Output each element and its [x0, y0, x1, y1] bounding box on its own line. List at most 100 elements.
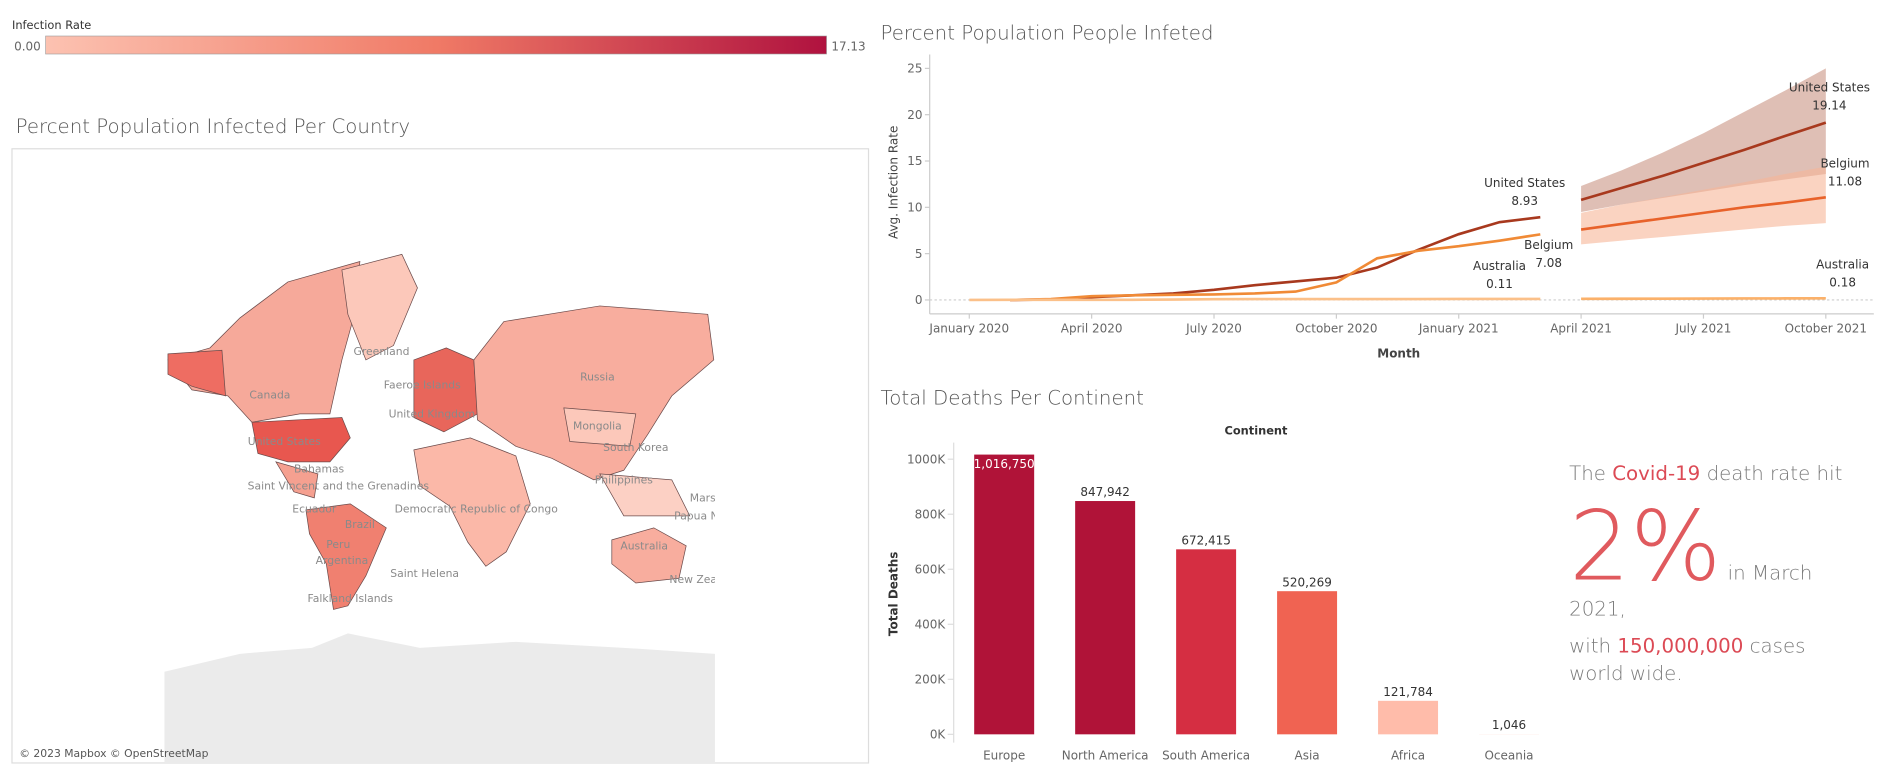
map-label: Papua New Guinea	[674, 509, 776, 522]
map-label: Australia	[620, 539, 668, 552]
callout: The Covid-19 death rate hit 2% in March …	[1569, 459, 1857, 687]
series-label: Belgium	[1820, 156, 1869, 170]
line	[1580, 196, 1826, 231]
y-tick-label: 0K	[930, 728, 947, 742]
y-tick-label: 200K	[915, 673, 947, 687]
data-label: 0.18	[1829, 275, 1856, 289]
y-tick-label: 600K	[915, 562, 947, 576]
map-label: Canada	[249, 388, 290, 401]
line	[1580, 121, 1827, 202]
x-tick-label: October 2020	[1295, 321, 1377, 335]
x-tick-label: April 2021	[1550, 321, 1612, 335]
x-tick-label: Asia	[1295, 748, 1320, 762]
big-number: 2%	[1569, 490, 1722, 603]
data-label: 520,269	[1282, 575, 1332, 589]
data-label: 1,016,750	[974, 457, 1035, 471]
forecast-band	[1581, 166, 1826, 245]
map-label: Marshall Islands	[690, 491, 777, 504]
forecast-band	[1581, 68, 1826, 212]
map-label: Bahamas	[294, 463, 345, 476]
data-label: 0.11	[1486, 277, 1513, 291]
y-axis-title: Avg. Infection Rate	[886, 126, 900, 239]
y-tick-label: 400K	[915, 617, 947, 631]
callout-text: The Covid-19 death rate hit 2% in March …	[1569, 459, 1857, 687]
y-tick-label: 800K	[915, 507, 947, 521]
series-label: United States	[1484, 176, 1565, 190]
legend-min: 0.00	[14, 39, 41, 53]
data-label: 19.14	[1812, 98, 1846, 112]
y-tick-label: 25	[907, 62, 922, 76]
legend-gradient	[45, 35, 827, 55]
x-tick-label: July 2021	[1675, 321, 1732, 335]
africa	[413, 437, 531, 567]
legend-title: Infection Rate	[12, 18, 91, 32]
data-label: 121,784	[1383, 685, 1433, 699]
y-tick-label: 10	[907, 201, 922, 215]
bar	[1176, 549, 1237, 735]
bar	[1277, 591, 1338, 735]
bar	[1378, 700, 1439, 735]
line-title: Percent Population People Infeted	[881, 22, 1214, 45]
y-axis-title: Total Deaths	[886, 552, 900, 636]
x-tick-label: Europe	[983, 748, 1025, 762]
x-tick-label: January 2020	[928, 321, 1009, 335]
callout-line: with 150,000,000 cases world wide.	[1569, 632, 1857, 687]
map-label: Ecuador	[292, 502, 337, 515]
bar	[1075, 501, 1136, 735]
map	[164, 253, 715, 763]
y-tick-label: 20	[907, 108, 922, 122]
map-title: Percent Population Infected Per Country	[16, 115, 410, 138]
greenland	[341, 253, 418, 361]
map-label: Brazil	[345, 518, 375, 531]
united-states	[251, 417, 351, 463]
x-tick-label: Africa	[1391, 748, 1425, 762]
map-label: Russia	[580, 370, 615, 383]
map-label: United States	[248, 435, 321, 448]
text: with	[1569, 634, 1612, 658]
text: in March 2021,	[1569, 561, 1813, 621]
data-label: 11.08	[1828, 174, 1862, 188]
map-label: Falkland Islands	[308, 592, 394, 605]
x-axis-title: Month	[1377, 347, 1420, 361]
map-label: Mongolia	[573, 419, 622, 432]
text: cases world wide.	[1569, 634, 1806, 686]
x-tick-label: October 2021	[1785, 321, 1867, 335]
map-attribution: © 2023 Mapbox © OpenStreetMap	[19, 747, 208, 760]
y-tick-label: 5	[915, 247, 923, 261]
data-label: 672,415	[1181, 534, 1231, 548]
mongolia-china	[563, 407, 637, 447]
bar-title: Total Deaths Per Continent	[881, 386, 1144, 409]
line	[1581, 296, 1826, 301]
alaska	[167, 349, 226, 397]
x-tick-label: January 2021	[1418, 321, 1499, 335]
text: death rate hit	[1706, 461, 1843, 485]
asia	[473, 305, 715, 481]
y-tick-label: 15	[907, 154, 922, 168]
legend-max: 17.13	[831, 39, 865, 53]
text: The	[1569, 461, 1606, 485]
map-label: Greenland	[354, 345, 410, 358]
line	[1010, 233, 1541, 302]
map-label: Democratic Republic of Congo	[395, 502, 558, 515]
callout-line: 2% in March 2021,	[1569, 498, 1857, 623]
x-tick-label: South America	[1162, 748, 1250, 762]
data-label: 8.93	[1511, 194, 1538, 208]
highlight: Covid-19	[1612, 461, 1701, 485]
callout-line: The Covid-19 death rate hit	[1569, 459, 1857, 487]
series-label: United States	[1789, 80, 1870, 94]
map-label: Philippines	[595, 473, 653, 486]
bar	[974, 454, 1035, 735]
y-tick-label: 1000K	[907, 452, 946, 466]
x-tick-label: Oceania	[1485, 748, 1534, 762]
bar-header: Continent	[1225, 423, 1289, 437]
australia	[611, 527, 687, 584]
x-tick-label: North America	[1062, 748, 1149, 762]
map-label: New Zealand	[669, 573, 740, 586]
southeast-asia	[599, 473, 691, 517]
highlight: 150,000,000	[1617, 634, 1744, 658]
series-label: Australia	[1473, 259, 1526, 273]
data-label: 847,942	[1080, 485, 1130, 499]
map-label: Argentina	[316, 554, 369, 567]
